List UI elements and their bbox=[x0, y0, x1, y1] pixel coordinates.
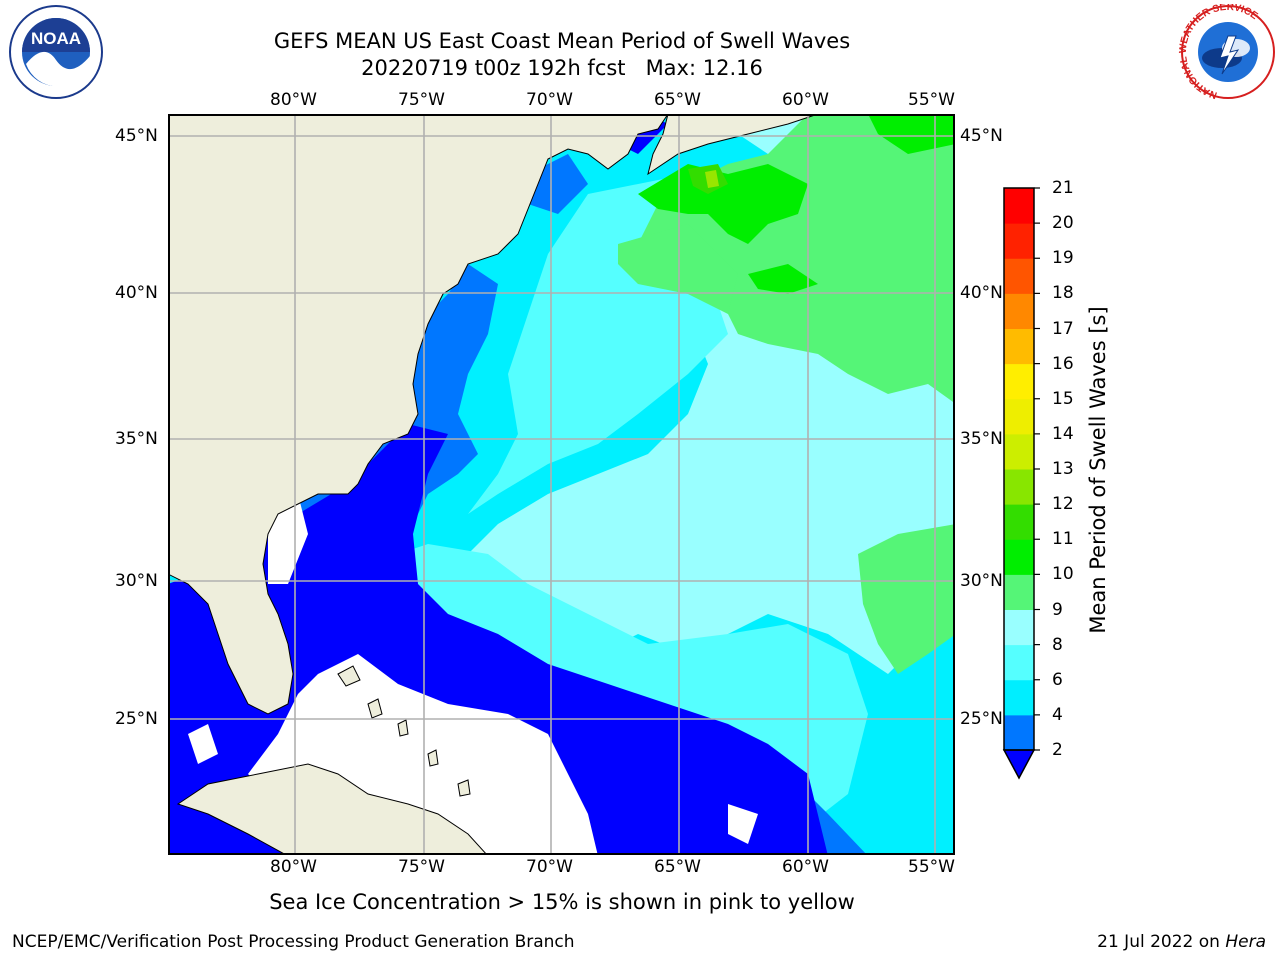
lat-label-right: 30°N bbox=[960, 571, 1003, 591]
colorbar-tick-label: 15 bbox=[1052, 388, 1074, 409]
lon-label-top: 55°W bbox=[908, 90, 955, 110]
lon-label-top: 80°W bbox=[270, 90, 317, 110]
colorbar bbox=[1002, 187, 1040, 780]
lat-label-left: 30°N bbox=[115, 571, 158, 591]
colorbar-tick-label: 20 bbox=[1052, 213, 1074, 234]
map-panel bbox=[168, 114, 955, 855]
colorbar-band bbox=[1004, 469, 1034, 505]
colorbar-tick-label: 16 bbox=[1052, 353, 1074, 374]
colorbar-band bbox=[1004, 398, 1034, 435]
colorbar-band bbox=[1004, 258, 1034, 294]
sea-ice-note: Sea Ice Concentration > 15% is shown in … bbox=[269, 890, 855, 914]
graticule bbox=[169, 115, 954, 854]
colorbar-tick-label: 17 bbox=[1052, 318, 1074, 339]
colorbar-tick-label: 14 bbox=[1052, 423, 1074, 444]
lat-label-left: 45°N bbox=[115, 126, 158, 146]
period-12-region bbox=[705, 170, 719, 188]
colorbar-extend-triangle bbox=[1002, 749, 1036, 780]
colorbar-tick-label: 8 bbox=[1052, 634, 1063, 655]
map-title: GEFS MEAN US East Coast Mean Period of S… bbox=[273, 29, 851, 53]
lon-label-bottom: 65°W bbox=[654, 857, 701, 877]
colorbar-tick-label: 13 bbox=[1052, 459, 1074, 479]
land-north-america bbox=[169, 115, 668, 715]
period-10-11-region bbox=[638, 164, 808, 244]
colorbar-band bbox=[1004, 293, 1034, 329]
footer-host: Hera bbox=[1225, 932, 1266, 952]
lat-label-right: 45°N bbox=[960, 126, 1003, 146]
lon-label-bottom: 60°W bbox=[782, 857, 829, 877]
colorbar-band bbox=[1004, 504, 1034, 540]
footer-credit: NCEP/EMC/Verification Post Processing Pr… bbox=[12, 932, 575, 952]
lat-label-right: 25°N bbox=[960, 709, 1003, 729]
colorbar-tick-label: 11 bbox=[1052, 529, 1074, 550]
colorbar-tick-label: 19 bbox=[1052, 248, 1074, 269]
footer-date: 21 Jul 2022 on Hera bbox=[1097, 932, 1266, 952]
colorbar-tick-label: 6 bbox=[1052, 669, 1063, 690]
lat-label-left: 25°N bbox=[115, 709, 158, 729]
colorbar-band bbox=[1004, 223, 1034, 259]
nws-logo: NATIONAL WEATHER SERVICE bbox=[1178, 4, 1275, 100]
lat-label-right: 35°N bbox=[960, 429, 1003, 449]
colorbar-label: Mean Period of Swell Waves [s] bbox=[1086, 306, 1110, 634]
lon-label-top: 75°W bbox=[398, 90, 445, 110]
colorbar-band bbox=[1004, 188, 1034, 224]
colorbar-band bbox=[1004, 679, 1034, 716]
colorbar-band bbox=[1004, 574, 1034, 610]
colorbar-band bbox=[1004, 328, 1034, 365]
map-subtitle: 20220719 t00z 192h fcst Max: 12.16 bbox=[361, 56, 763, 80]
noaa-logo: NOAA bbox=[9, 5, 103, 99]
lon-label-top: 65°W bbox=[654, 90, 701, 110]
land-bahamas bbox=[337, 665, 471, 797]
colorbar-band bbox=[1004, 433, 1034, 470]
noaa-logo-text: NOAA bbox=[31, 29, 81, 48]
colorbar-tick-label: 9 bbox=[1052, 599, 1063, 620]
colorbar-tick-label: 12 bbox=[1052, 494, 1074, 515]
colorbar-band bbox=[1004, 363, 1034, 400]
lat-label-left: 35°N bbox=[115, 429, 158, 449]
colorbar-tick-label: 2 bbox=[1052, 740, 1063, 760]
colorbar-tick-label: 18 bbox=[1052, 283, 1074, 304]
lon-label-bottom: 75°W bbox=[398, 857, 445, 877]
lon-label-bottom: 55°W bbox=[908, 857, 955, 877]
lon-label-bottom: 80°W bbox=[270, 857, 317, 877]
lat-label-right: 40°N bbox=[960, 283, 1003, 303]
colorbar-band bbox=[1004, 644, 1034, 681]
lon-label-top: 60°W bbox=[782, 90, 829, 110]
land-nova-scotia bbox=[647, 115, 817, 176]
colorbar-tick-label: 10 bbox=[1052, 564, 1074, 585]
land-cuba bbox=[176, 763, 487, 854]
colorbar-band bbox=[1004, 714, 1034, 751]
lon-label-bottom: 70°W bbox=[526, 857, 573, 877]
colorbar-tick-label: 4 bbox=[1052, 704, 1063, 725]
colorbar-tick-label: 21 bbox=[1052, 178, 1074, 198]
colorbar-band bbox=[1004, 609, 1034, 646]
footer-date-text: 21 Jul 2022 on bbox=[1097, 932, 1226, 952]
lat-label-left: 40°N bbox=[115, 283, 158, 303]
lon-label-top: 70°W bbox=[526, 90, 573, 110]
colorbar-band bbox=[1004, 539, 1034, 575]
